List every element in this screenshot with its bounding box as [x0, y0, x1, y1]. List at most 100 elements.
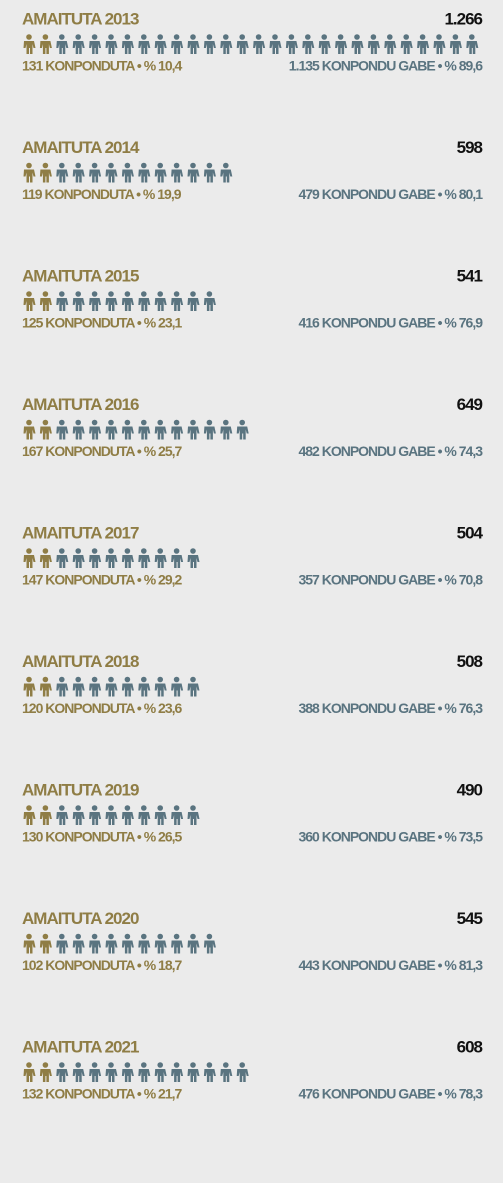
icon-head — [173, 34, 180, 40]
icon-body — [72, 298, 85, 311]
person-icon — [121, 548, 134, 568]
icon-head — [206, 34, 213, 40]
icon-head — [91, 419, 98, 426]
pictogram — [23, 805, 200, 825]
icon-body — [121, 426, 134, 440]
icon-body — [187, 41, 200, 54]
person-icon — [89, 805, 102, 825]
person-icon — [171, 676, 184, 697]
icon-body — [39, 812, 52, 825]
icon-head — [157, 291, 163, 297]
icon-body — [56, 426, 69, 440]
icon-body — [39, 940, 52, 954]
icon-head — [124, 419, 131, 426]
icon-body — [154, 812, 167, 825]
icon-body — [171, 940, 184, 954]
person-icon — [220, 1062, 233, 1082]
person-icon — [23, 548, 36, 568]
right-label: 357 KONPONDU GABE • % 70,8 — [298, 572, 483, 588]
person-icon — [39, 548, 52, 568]
icon-body — [236, 426, 249, 440]
icon-head — [59, 291, 65, 297]
person-icon — [39, 162, 52, 183]
person-icon — [187, 548, 200, 568]
person-icon — [433, 34, 446, 54]
year-title: AMAITUTA 2021 — [22, 1037, 139, 1056]
person-icon — [154, 162, 167, 183]
person-icon — [302, 34, 315, 54]
icon-head — [91, 676, 98, 683]
icon-head — [387, 34, 393, 40]
person-icon — [121, 1062, 134, 1082]
icon-head — [190, 805, 196, 811]
person-icon — [187, 676, 200, 697]
icon-body — [285, 41, 298, 54]
icon-body — [171, 298, 184, 311]
icon-body — [138, 426, 151, 440]
icon-head — [108, 1062, 114, 1068]
icon-body — [56, 298, 69, 311]
person-icon — [220, 162, 233, 183]
person-icon — [203, 419, 216, 440]
icon-body — [203, 940, 216, 954]
left-label: 102 KONPONDUTA • % 18,7 — [22, 957, 183, 973]
icon-head — [75, 419, 81, 426]
icon-body — [105, 812, 118, 825]
icon-body — [72, 426, 85, 440]
pictogram — [23, 291, 216, 311]
icon-body — [187, 1069, 200, 1082]
person-icon — [72, 162, 85, 183]
person-icon — [154, 34, 167, 54]
person-icon — [121, 933, 134, 954]
icon-head — [239, 34, 245, 40]
icon-head — [26, 291, 32, 297]
person-icon — [39, 291, 52, 311]
icon-body — [171, 1069, 184, 1082]
person-icon — [466, 34, 479, 54]
icon-head — [124, 162, 131, 169]
icon-body — [187, 298, 200, 311]
icon-head — [124, 676, 131, 683]
person-icon — [154, 676, 167, 697]
icon-head — [141, 291, 147, 297]
person-icon — [105, 548, 118, 568]
person-icon — [253, 34, 266, 54]
icon-head — [91, 162, 98, 169]
icon-body — [105, 683, 118, 697]
icon-head — [141, 1062, 147, 1068]
icon-head — [173, 676, 180, 683]
icon-body — [138, 940, 151, 954]
icon-body — [138, 41, 151, 54]
icon-body — [302, 41, 315, 54]
icon-head — [190, 291, 196, 297]
person-icon — [171, 1062, 184, 1082]
icon-body — [23, 1069, 36, 1082]
icon-body — [171, 169, 184, 183]
icon-head — [305, 34, 311, 40]
icon-body — [121, 940, 134, 954]
icon-head — [26, 1062, 32, 1068]
icon-head — [124, 805, 131, 811]
icon-head — [190, 676, 196, 683]
icon-head — [59, 933, 65, 940]
icon-body — [138, 1069, 151, 1082]
icon-head — [59, 548, 65, 554]
person-icon — [187, 805, 200, 825]
total: 508 — [457, 652, 483, 671]
icon-head — [239, 419, 245, 426]
icon-body — [39, 683, 52, 697]
icon-body — [89, 683, 102, 697]
person-icon — [72, 1062, 85, 1082]
person-icon — [171, 291, 184, 311]
icon-head — [124, 1062, 131, 1068]
person-icon — [23, 805, 36, 825]
icon-head — [91, 805, 98, 811]
person-icon — [384, 34, 397, 54]
icon-body — [236, 41, 249, 54]
person-icon — [23, 1062, 36, 1082]
icon-head — [223, 419, 229, 426]
icon-body — [121, 683, 134, 697]
person-icon — [89, 162, 102, 183]
person-icon — [23, 34, 36, 54]
person-icon — [56, 676, 69, 697]
